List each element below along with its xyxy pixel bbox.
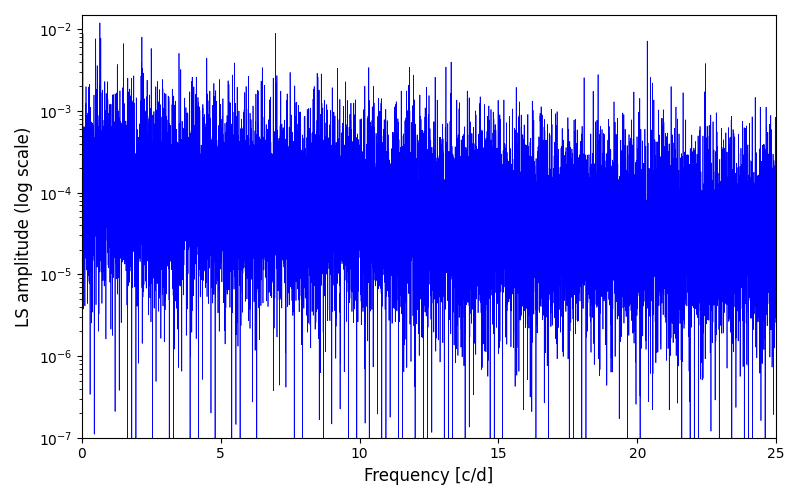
- Y-axis label: LS amplitude (log scale): LS amplitude (log scale): [15, 126, 33, 326]
- X-axis label: Frequency [c/d]: Frequency [c/d]: [364, 467, 494, 485]
